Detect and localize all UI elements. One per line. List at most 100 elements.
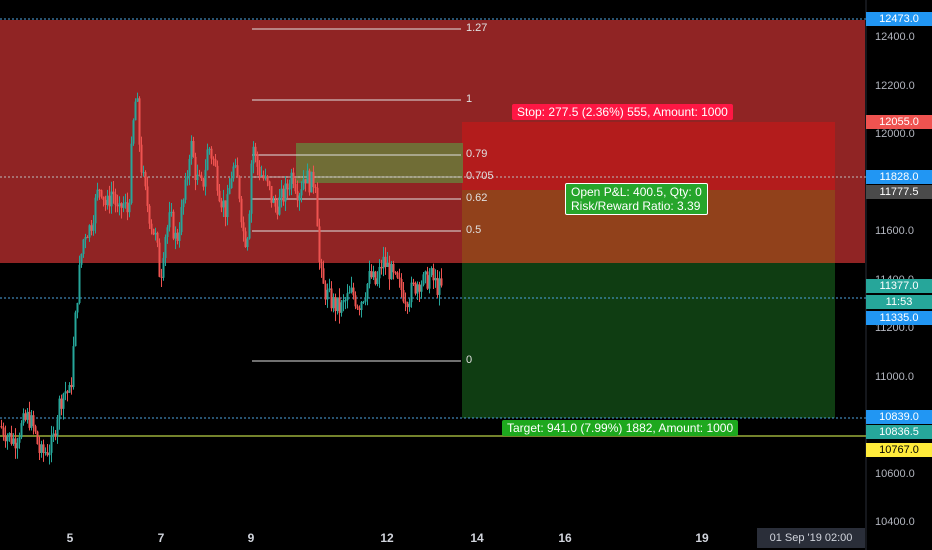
y-tick-label: 12200.0 xyxy=(875,79,915,92)
candle-body xyxy=(114,194,117,205)
candle-body xyxy=(404,301,407,304)
candle-body xyxy=(294,183,297,192)
x-tick-label: 7 xyxy=(157,531,165,545)
candle-body xyxy=(400,279,403,291)
candle-body xyxy=(226,194,229,218)
candle-body xyxy=(32,415,35,427)
candle-body xyxy=(146,186,149,206)
stop-label: Stop: 277.5 (2.36%) 555, Amount: 1000 xyxy=(512,104,733,120)
candle-body xyxy=(112,191,115,195)
candle-body xyxy=(204,169,207,187)
candle-body xyxy=(4,435,7,442)
candle-body xyxy=(170,211,173,213)
candle-body xyxy=(350,287,353,293)
candle-body xyxy=(274,199,277,207)
candle-body xyxy=(406,303,409,308)
candle-body xyxy=(168,212,171,228)
candle-body xyxy=(436,277,439,295)
candle-body xyxy=(72,346,75,388)
candle-body xyxy=(302,179,305,190)
price-axis-label: 10836.5 xyxy=(866,425,932,439)
candle-body xyxy=(202,178,205,187)
candle-body xyxy=(388,262,391,280)
price-axis-label: 12055.0 xyxy=(866,115,932,129)
candle-body xyxy=(422,274,425,285)
candle-body xyxy=(416,284,419,294)
candle-body xyxy=(292,172,295,184)
y-tick-label: 10400.0 xyxy=(875,516,915,528)
candle-body xyxy=(88,225,91,238)
candle-body xyxy=(28,411,31,428)
candle-body xyxy=(364,298,367,302)
candles xyxy=(0,92,443,465)
candle-body xyxy=(418,284,421,292)
candle-body xyxy=(410,282,413,303)
price-axis-label: 11777.5 xyxy=(866,185,932,199)
candle-body xyxy=(396,272,399,278)
candle-body xyxy=(86,237,89,239)
candle-body xyxy=(242,222,245,232)
candle-body xyxy=(262,175,265,179)
candle-body xyxy=(178,232,181,241)
candle-body xyxy=(10,433,13,444)
candle-body xyxy=(348,292,351,294)
candle-body xyxy=(38,444,41,453)
fib-retracement[interactable] xyxy=(252,28,461,362)
y-tick-label: 11000.0 xyxy=(875,370,914,383)
candle-body xyxy=(300,189,303,196)
candle-body xyxy=(366,283,369,299)
candle-body xyxy=(126,202,129,213)
candle-body xyxy=(22,413,25,424)
candle-body xyxy=(34,426,37,432)
candle-body xyxy=(412,282,415,284)
candle-body xyxy=(342,300,345,303)
candle-body xyxy=(248,213,251,239)
candle-body xyxy=(408,302,411,308)
candle-body xyxy=(104,199,107,206)
x-tick-label: 9 xyxy=(247,531,255,545)
candle-body xyxy=(224,200,227,218)
candle-body xyxy=(200,175,203,179)
candle-body xyxy=(196,174,199,181)
candle-body xyxy=(122,203,125,208)
candle-body xyxy=(58,398,61,420)
candle-body xyxy=(132,120,135,144)
candle-body xyxy=(394,272,397,274)
candle-body xyxy=(414,282,417,294)
candle-body xyxy=(66,391,69,393)
target-zone xyxy=(462,263,835,418)
candle-body xyxy=(92,223,95,231)
candle-body xyxy=(308,170,311,193)
x-tick-label: 16 xyxy=(558,531,572,545)
candle-body xyxy=(56,419,59,437)
candle-body xyxy=(358,308,361,310)
candle-body xyxy=(206,149,209,170)
candle-body xyxy=(76,302,79,313)
candle-body xyxy=(182,199,185,208)
candle-body xyxy=(64,391,67,394)
candle-body xyxy=(272,199,275,203)
candle-body xyxy=(116,204,119,207)
candle-body xyxy=(318,226,321,263)
candle-body xyxy=(50,435,53,453)
candle-body xyxy=(334,297,337,312)
candle-body xyxy=(298,195,301,201)
x-tick-label: 19 xyxy=(695,531,709,545)
price-axis[interactable] xyxy=(866,0,932,550)
candle-body xyxy=(154,232,157,235)
candle-body xyxy=(386,262,389,267)
candle-body xyxy=(288,188,291,190)
candle-body xyxy=(140,144,143,173)
fib-level-label: 0 xyxy=(466,354,473,366)
y-tick-label: 12400.0 xyxy=(875,31,915,43)
candle-body xyxy=(330,288,333,309)
candle-body xyxy=(280,188,283,198)
y-tick-label: 11200.0 xyxy=(875,322,914,334)
candle-body xyxy=(316,187,319,227)
candle-body xyxy=(238,176,241,199)
candle-body xyxy=(304,179,307,184)
fib-level-label: 0.705 xyxy=(466,170,494,182)
candle-body xyxy=(102,196,105,200)
